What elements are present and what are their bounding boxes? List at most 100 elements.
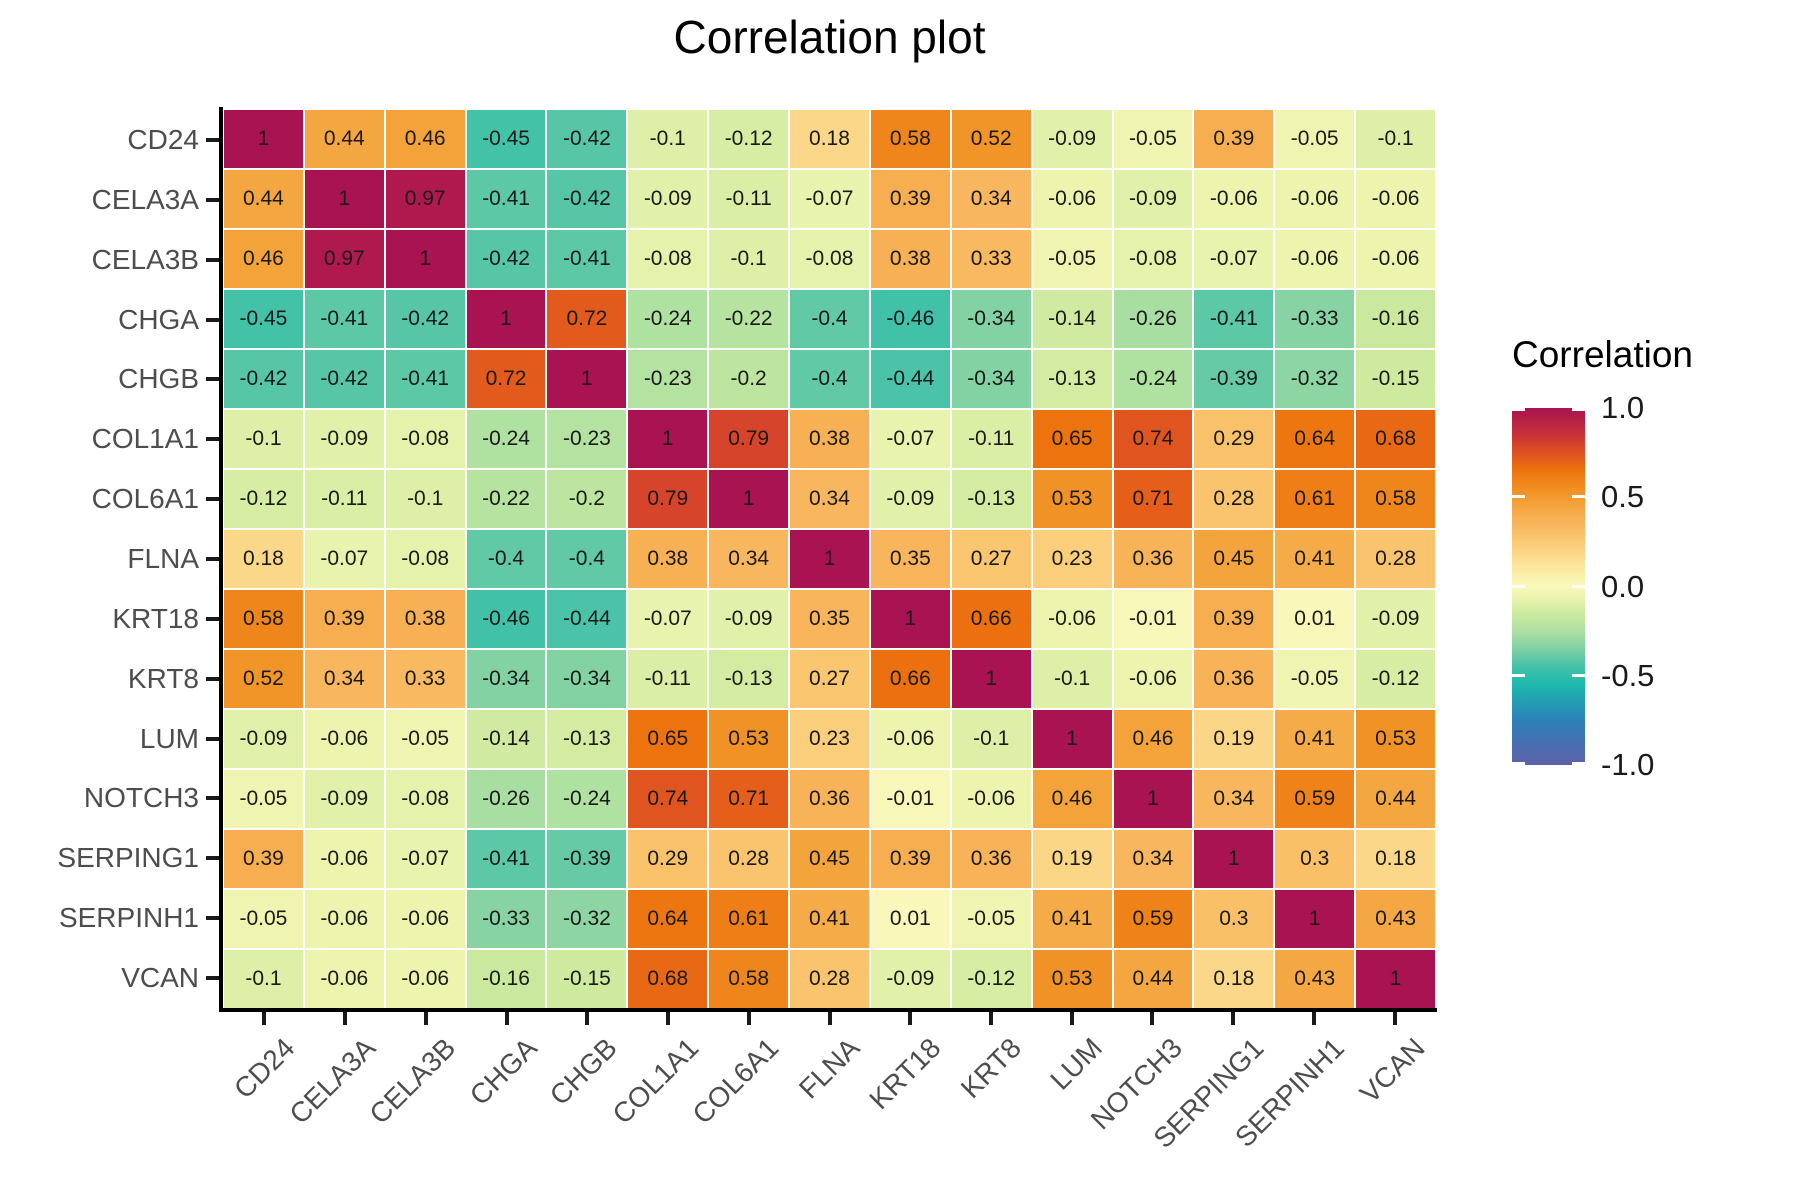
x-axis-tick (988, 1012, 993, 1025)
y-axis-tick (206, 976, 219, 981)
heatmap-cell: 0.39 (870, 830, 950, 888)
x-axis-tick (827, 1012, 832, 1025)
heatmap-cell: 1 (951, 650, 1031, 708)
heatmap-cell: -0.4 (466, 530, 546, 588)
legend-title: Correlation (1512, 334, 1693, 375)
heatmap-cell: -0.11 (628, 650, 708, 708)
y-axis-tick (206, 317, 219, 322)
heatmap-cell: -0.06 (385, 890, 465, 948)
chart-title: Correlation plot (673, 11, 986, 63)
heatmap-cell: 1 (709, 470, 789, 528)
heatmap-cell: -0.13 (951, 470, 1031, 528)
heatmap-cell: 0.53 (709, 710, 789, 768)
heatmap-cell: 0.34 (1113, 830, 1193, 888)
heatmap-cell: 0.39 (304, 590, 384, 648)
heatmap-cell: -0.42 (385, 290, 465, 348)
heatmap-cell: 0.46 (224, 230, 303, 288)
heatmap-cell: -0.12 (1356, 650, 1435, 708)
heatmap-cell: 0.28 (790, 950, 869, 1008)
legend-tick-mark (1572, 408, 1585, 411)
heatmap-cell: 1 (790, 530, 869, 588)
heatmap-cell: -0.05 (1113, 110, 1193, 168)
heatmap-cell: -0.41 (385, 350, 465, 408)
y-axis-label: NOTCH3 (83, 782, 199, 814)
x-axis-label: VCAN (1353, 1032, 1431, 1109)
heatmap-cell: -0.06 (951, 770, 1031, 828)
heatmap-cell: -0.08 (385, 770, 465, 828)
heatmap-cell: -0.09 (709, 590, 789, 648)
heatmap-cell: -0.01 (870, 770, 950, 828)
heatmap-cell: -0.41 (547, 230, 627, 288)
heatmap-cell: -0.33 (1275, 290, 1355, 348)
heatmap-cell: -0.23 (547, 410, 627, 468)
heatmap-cell: -0.34 (951, 350, 1031, 408)
heatmap-cell: -0.24 (547, 770, 627, 828)
y-axis-tick (206, 916, 219, 921)
heatmap-cell: 0.41 (1275, 710, 1355, 768)
heatmap-cell: 0.74 (628, 770, 708, 828)
heatmap-cell: -0.44 (870, 350, 950, 408)
x-axis-tick (1231, 1012, 1236, 1025)
heatmap-cell: 0.97 (385, 170, 465, 228)
heatmap-cell: 0.23 (790, 710, 869, 768)
legend-tick-mark (1512, 584, 1525, 588)
heatmap-cell: 0.18 (790, 110, 869, 168)
heatmap-cell: 0.45 (790, 830, 869, 888)
heatmap-cell: 0.3 (1275, 830, 1355, 888)
heatmap-cell: 0.19 (1194, 710, 1274, 768)
heatmap-cell: 0.01 (1275, 590, 1355, 648)
heatmap-cell: -0.11 (709, 170, 789, 228)
y-axis-tick (206, 856, 219, 861)
heatmap-cell: 0.36 (1194, 650, 1274, 708)
heatmap-cell: 0.74 (1113, 410, 1193, 468)
heatmap-grid: 1 0.44 0.46 -0.45 -0.42 -0.1 -0.12 0.18 0.58 0.52… (224, 110, 1435, 1008)
heatmap-cell: 0.34 (304, 650, 384, 708)
heatmap-cell: 0.65 (628, 710, 708, 768)
heatmap-cell: 0.97 (304, 230, 384, 288)
heatmap-cell: 0.44 (1356, 770, 1435, 828)
heatmap-cell: -0.32 (547, 890, 627, 948)
legend-tick-mark (1572, 673, 1585, 677)
y-axis-tick (206, 557, 219, 561)
heatmap-cell: 0.46 (1113, 710, 1193, 768)
heatmap-cell: 0.34 (1194, 770, 1274, 828)
heatmap-cell: 0.53 (1032, 470, 1112, 528)
heatmap-cell: -0.07 (385, 830, 465, 888)
heatmap-cell: 0.18 (224, 530, 303, 588)
y-axis-label: SERPINH1 (58, 902, 199, 934)
heatmap-cell: 0.72 (466, 350, 546, 408)
heatmap-cell: -0.07 (870, 410, 950, 468)
heatmap-cell: -0.34 (466, 650, 546, 708)
heatmap-cell: 0.36 (790, 770, 869, 828)
heatmap-cell: -0.07 (304, 530, 384, 588)
heatmap-cell: 0.18 (1194, 950, 1274, 1008)
heatmap-cell: -0.4 (790, 350, 869, 408)
heatmap-cell: 0.19 (1032, 830, 1112, 888)
heatmap-cell: -0.05 (951, 890, 1031, 948)
heatmap-cell: -0.22 (466, 470, 546, 528)
y-axis-label: CHGB (118, 363, 199, 395)
heatmap-cell: -0.09 (304, 410, 384, 468)
heatmap-cell: 0.35 (870, 530, 950, 588)
heatmap-cell: -0.08 (1113, 230, 1193, 288)
heatmap-cell: 0.41 (790, 890, 869, 948)
heatmap-cell: -0.05 (1275, 650, 1355, 708)
y-axis-label: CELA3A (91, 183, 199, 215)
heatmap-cell: 0.45 (1194, 530, 1274, 588)
heatmap-cell: -0.06 (1275, 170, 1355, 228)
heatmap-cell: 0.41 (1275, 530, 1355, 588)
heatmap-cell: -0.12 (709, 110, 789, 168)
heatmap-cell: -0.1 (1032, 650, 1112, 708)
heatmap-cell: -0.42 (466, 230, 546, 288)
heatmap-cell: -0.46 (870, 290, 950, 348)
heatmap-cell: 0.53 (1032, 950, 1112, 1008)
heatmap-cell: -0.13 (709, 650, 789, 708)
heatmap-cell: -0.42 (547, 110, 627, 168)
y-axis-label: SERPING1 (57, 842, 199, 874)
heatmap-cell: 0.3 (1194, 890, 1274, 948)
heatmap-cell: 0.27 (951, 530, 1031, 588)
heatmap-cell: -0.4 (790, 290, 869, 348)
y-axis-tick (206, 616, 219, 621)
legend-tick-mark (1572, 495, 1585, 499)
heatmap-cell: -0.2 (709, 350, 789, 408)
